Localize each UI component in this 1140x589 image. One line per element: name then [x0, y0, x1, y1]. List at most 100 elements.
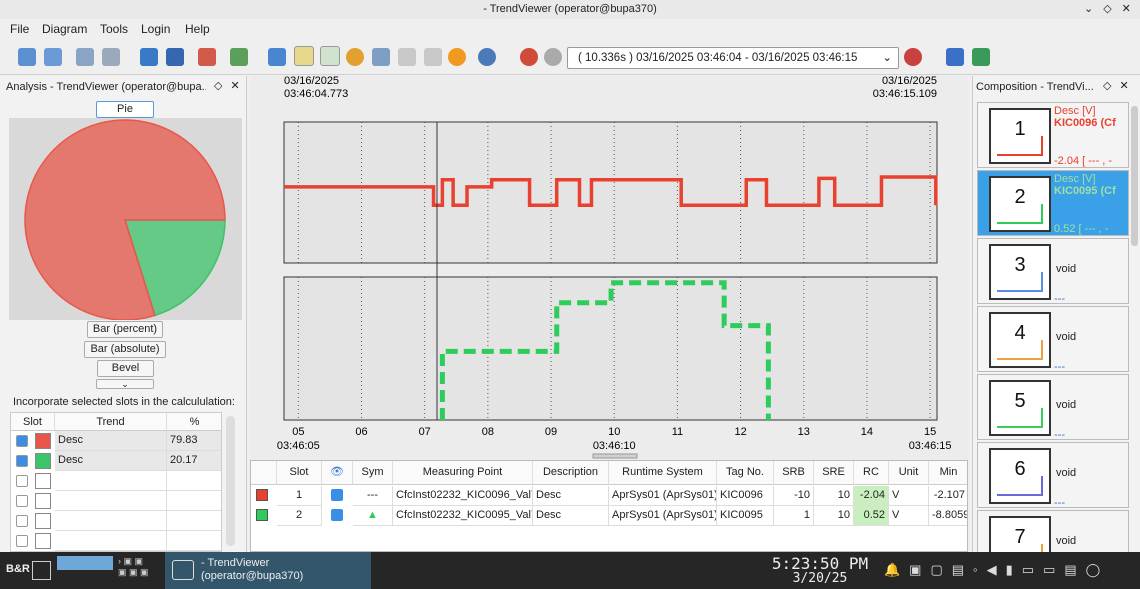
time-label: 03:46:15: [909, 440, 952, 452]
task-button[interactable]: - TrendViewer (operator@bupa370): [165, 552, 371, 589]
tab[interactable]: Pie: [96, 101, 154, 118]
tool-button[interactable]: [520, 48, 538, 66]
panel-title: Composition - TrendVi...: [976, 81, 1094, 93]
cell: Desc: [55, 431, 167, 451]
tool-button[interactable]: [230, 48, 248, 66]
cell: [167, 491, 221, 511]
menu-item[interactable]: Help: [185, 22, 210, 36]
trend-icon: [35, 533, 51, 549]
column-header[interactable]: Measuring Point: [393, 461, 533, 485]
tool-button[interactable]: [904, 48, 922, 66]
cell: [55, 471, 167, 491]
trend-icon: [35, 473, 51, 489]
tool-button[interactable]: [44, 48, 62, 66]
column-header[interactable]: Sym: [353, 461, 393, 485]
tool-button[interactable]: [372, 48, 390, 66]
tool-button[interactable]: [972, 48, 990, 66]
tool-button[interactable]: [166, 48, 184, 66]
tool-button[interactable]: [102, 48, 120, 66]
tool-button[interactable]: [448, 48, 466, 66]
row-icon: [256, 489, 268, 501]
column-header[interactable]: 👁: [322, 461, 353, 485]
checkbox[interactable]: [16, 495, 28, 507]
slot-text: 0.52 [ --- , -: [1054, 223, 1109, 235]
column-header[interactable]: Slot: [277, 461, 322, 485]
analysis-panel: Analysis - TrendViewer (operator@bupa...…: [0, 76, 247, 552]
tool-button[interactable]: [346, 48, 364, 66]
x-tick-label: 11: [672, 426, 683, 438]
menu-item[interactable]: Diagram: [42, 22, 88, 36]
menu-item[interactable]: File: [10, 22, 30, 36]
cell: KIC0096: [717, 486, 774, 506]
slot[interactable]: 2 Desc [V] KIC0095 (Cf 0.52 [ --- , -: [977, 170, 1129, 236]
taskbar: B&R › ▣ ▣ ▣ ▣ ▣ - TrendViewer (operator@b…: [0, 552, 1140, 589]
column-header[interactable]: Min: [929, 461, 967, 485]
slot[interactable]: 7 void: [977, 510, 1129, 552]
column-header[interactable]: Unit: [889, 461, 929, 485]
trend-icon: [35, 433, 51, 449]
tool-button[interactable]: [198, 48, 216, 66]
column-header[interactable]: %: [167, 413, 221, 431]
desktop-button[interactable]: [32, 561, 51, 580]
system-tray[interactable]: 🔔▣▢▤◦◀▮▭▭▤◯: [884, 562, 1110, 577]
cell: CfcInst02232_KIC0096_ValY: [393, 486, 533, 506]
checkbox[interactable]: [16, 515, 28, 527]
tool-button[interactable]: [424, 48, 442, 66]
tool-button[interactable]: [140, 48, 158, 66]
column-header[interactable]: RC: [854, 461, 889, 485]
time-range-combo[interactable]: ( 10.336s ) 03/16/2025 03:46:04 - 03/16/…: [567, 47, 899, 69]
tool-button[interactable]: [268, 48, 286, 66]
cell: 10: [814, 506, 854, 526]
tool-button[interactable]: [478, 48, 496, 66]
panel-controls[interactable]: ◇✕: [1103, 80, 1137, 92]
column-header[interactable]: Description: [533, 461, 609, 485]
slot[interactable]: 4 void ---: [977, 306, 1129, 372]
slot-text: ---: [1054, 429, 1065, 440]
tab[interactable]: Bar (absolute): [84, 341, 166, 358]
slot-thumbnail: 3: [989, 244, 1051, 300]
column-header[interactable]: Tag No.: [717, 461, 774, 485]
column-header[interactable]: Trend: [55, 413, 167, 431]
slot-text: KIC0095 (Cf: [1054, 185, 1116, 197]
slot[interactable]: 6 void ---: [977, 442, 1129, 508]
column-header[interactable]: Slot: [11, 413, 55, 431]
tool-button[interactable]: [946, 48, 964, 66]
scrollbar[interactable]: [226, 416, 235, 546]
x-tick-label: 09: [545, 426, 557, 438]
tab[interactable]: Bar (percent): [87, 321, 163, 338]
tool-button[interactable]: [398, 48, 416, 66]
checkbox[interactable]: [331, 509, 343, 521]
workspace[interactable]: [57, 556, 113, 570]
checkbox[interactable]: [16, 475, 28, 487]
checkbox[interactable]: [16, 455, 28, 467]
checkbox[interactable]: [16, 535, 28, 547]
tab[interactable]: Bevel: [97, 360, 154, 377]
slot-wave: [997, 272, 1043, 292]
tool-button[interactable]: [76, 48, 94, 66]
checkbox[interactable]: [16, 435, 28, 447]
scrollbar[interactable]: [1131, 106, 1138, 246]
menu-item[interactable]: Login: [141, 22, 171, 36]
cell: V: [889, 506, 929, 526]
logo[interactable]: B&R: [6, 563, 30, 575]
menu-item[interactable]: Tools: [100, 22, 129, 36]
slot[interactable]: 1 Desc [V] KIC0096 (Cf -2.04 [ --- , -: [977, 102, 1129, 168]
slot[interactable]: 5 void ---: [977, 374, 1129, 440]
tool-button[interactable]: [18, 48, 36, 66]
cell: CfcInst02232_KIC0095_ValY: [393, 506, 533, 526]
column-header[interactable]: Runtime System: [609, 461, 717, 485]
slot[interactable]: 3 void ---: [977, 238, 1129, 304]
window-controls[interactable]: ⌄◇✕: [1084, 3, 1131, 15]
cell: 1: [277, 486, 322, 506]
panel-controls[interactable]: ◇✕: [214, 80, 240, 92]
expand-button[interactable]: ⌄: [96, 379, 154, 389]
checkbox[interactable]: [331, 489, 343, 501]
tool-button[interactable]: [294, 46, 314, 66]
column-header[interactable]: SRB: [774, 461, 814, 485]
tool-button[interactable]: [544, 48, 562, 66]
column-header[interactable]: SRE: [814, 461, 854, 485]
cell: Desc: [533, 486, 609, 506]
tool-button[interactable]: [320, 46, 340, 66]
plot-area: [283, 276, 938, 421]
cell: [55, 491, 167, 511]
